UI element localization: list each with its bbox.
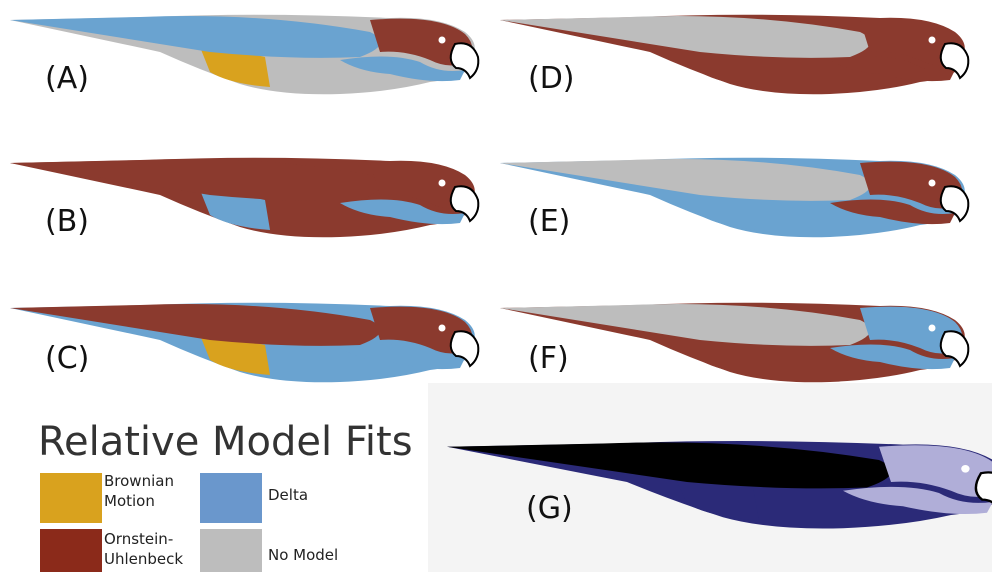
panel-label: (D) [528,61,575,96]
legend-swatch [40,473,102,523]
legend-swatch [200,473,262,523]
figure: (A) (B) (C) (D) (E) (F) (G) Relative Mod… [0,0,992,572]
panel-label: (B) [45,204,89,239]
panel-label: (E) [528,204,570,239]
legend-title: Relative Model Fits [38,419,413,465]
legend-label: Uhlenbeck [104,550,183,568]
legend-label: Delta [268,486,308,504]
legend-swatch [40,529,102,572]
legend-label: Brownian [104,472,174,490]
panel-label: (G) [526,491,573,526]
legend-label: Ornstein- [104,530,173,548]
legend-swatch [200,529,262,572]
panel-label: (F) [528,341,569,376]
legend-label: No Model [268,546,338,564]
panel-label: (A) [45,61,89,96]
legend-label: Motion [104,492,155,510]
bird-f [500,303,968,383]
panel-label: (C) [45,341,89,376]
